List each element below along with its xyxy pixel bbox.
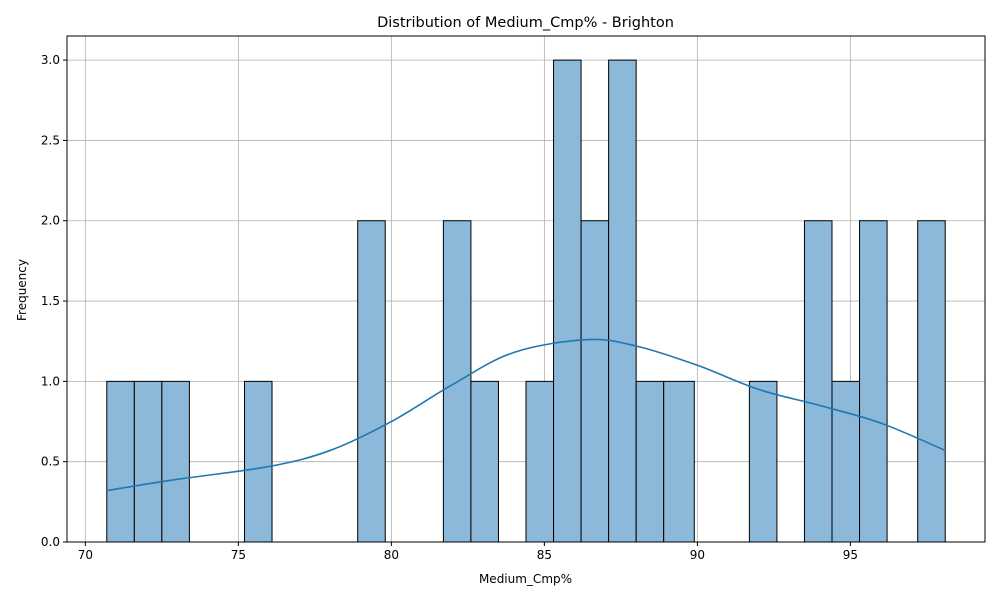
axes-frame xyxy=(66,35,986,543)
x-tick-label: 95 xyxy=(843,548,858,562)
y-tick-label: 2.5 xyxy=(41,133,60,147)
histogram-bar xyxy=(525,380,555,543)
histogram-bar xyxy=(608,59,637,543)
histogram-bar xyxy=(663,380,695,543)
histogram-bar xyxy=(580,220,610,543)
tick-marks: 70 75 80 85 90 95 0.0 0.5 1.0 1.5 2.0 2.5 3.0 xyxy=(41,53,858,562)
histogram-bars xyxy=(106,59,946,543)
x-tick-label: 75 xyxy=(231,548,246,562)
histogram-bar xyxy=(553,59,582,543)
plot-frame xyxy=(66,35,986,543)
y-tick-label: 0.0 xyxy=(41,535,60,549)
chart-title: Distribution of Medium_Cmp% - Brighton xyxy=(377,15,674,31)
y-axis-label: Frequency xyxy=(15,259,29,321)
y-tick-label: 1.5 xyxy=(41,294,60,308)
histogram-bar xyxy=(917,220,946,543)
histogram-bar xyxy=(133,380,163,543)
histogram-bar xyxy=(243,380,273,543)
histogram-bar xyxy=(859,220,888,543)
y-tick-label: 3.0 xyxy=(41,53,60,67)
y-tick-label: 0.5 xyxy=(41,455,60,469)
x-tick-label: 80 xyxy=(384,548,399,562)
y-tick-label: 2.0 xyxy=(41,214,60,228)
x-axis-label: Medium_Cmp% xyxy=(479,572,572,586)
x-tick-label: 90 xyxy=(690,548,705,562)
y-tick-label: 1.0 xyxy=(41,374,60,388)
kde-curve xyxy=(106,338,946,492)
histogram-bar xyxy=(803,220,833,543)
histogram-bar xyxy=(831,380,861,543)
histogram-bar xyxy=(470,380,499,543)
histogram-bar xyxy=(106,380,135,543)
histogram-bar xyxy=(161,380,190,543)
x-tick-label: 85 xyxy=(537,548,552,562)
histogram-bar xyxy=(635,380,665,543)
x-tick-label: 70 xyxy=(78,548,93,562)
kde-curve-group xyxy=(106,338,946,492)
histogram-bar xyxy=(748,380,778,543)
histogram-bar xyxy=(357,220,386,543)
